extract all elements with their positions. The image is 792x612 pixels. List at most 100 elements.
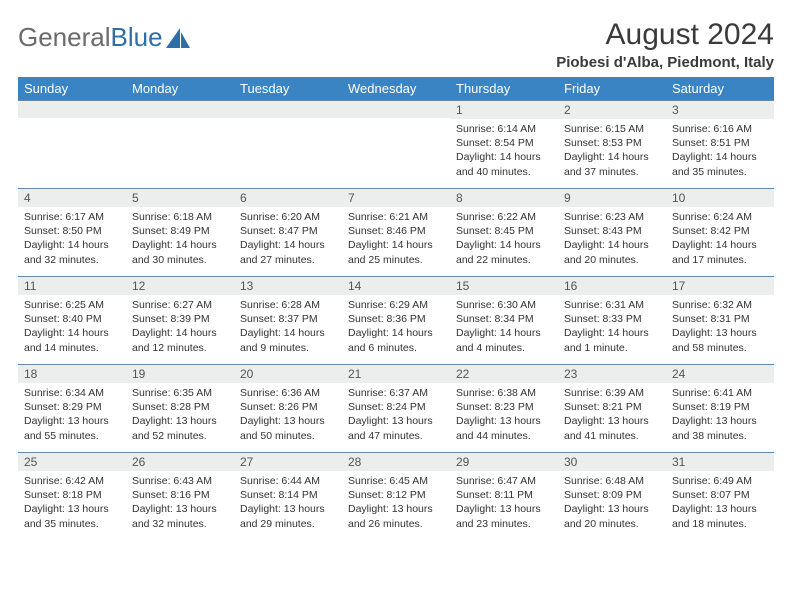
sunset-text: Sunset: 8:11 PM: [456, 488, 552, 502]
day-details: Sunrise: 6:30 AMSunset: 8:34 PMDaylight:…: [450, 295, 558, 359]
sunset-text: Sunset: 8:39 PM: [132, 312, 228, 326]
day-details: Sunrise: 6:20 AMSunset: 8:47 PMDaylight:…: [234, 207, 342, 271]
sunset-text: Sunset: 8:34 PM: [456, 312, 552, 326]
weekday-header: Friday: [558, 77, 666, 101]
day-details: Sunrise: 6:14 AMSunset: 8:54 PMDaylight:…: [450, 119, 558, 183]
calendar-week-row: 4Sunrise: 6:17 AMSunset: 8:50 PMDaylight…: [18, 189, 774, 277]
sunrise-text: Sunrise: 6:28 AM: [240, 298, 336, 312]
sunset-text: Sunset: 8:23 PM: [456, 400, 552, 414]
daylight-text: Daylight: 14 hours and 25 minutes.: [348, 238, 444, 266]
sunrise-text: Sunrise: 6:34 AM: [24, 386, 120, 400]
day-number: 16: [558, 277, 666, 295]
day-number: 5: [126, 189, 234, 207]
day-details: Sunrise: 6:41 AMSunset: 8:19 PMDaylight:…: [666, 383, 774, 447]
day-number: 23: [558, 365, 666, 383]
sunset-text: Sunset: 8:14 PM: [240, 488, 336, 502]
daylight-text: Daylight: 13 hours and 32 minutes.: [132, 502, 228, 530]
sunrise-text: Sunrise: 6:35 AM: [132, 386, 228, 400]
calendar-day-cell: 3Sunrise: 6:16 AMSunset: 8:51 PMDaylight…: [666, 101, 774, 189]
daylight-text: Daylight: 13 hours and 26 minutes.: [348, 502, 444, 530]
day-number: 20: [234, 365, 342, 383]
title-block: August 2024 Piobesi d'Alba, Piedmont, It…: [556, 18, 774, 71]
day-number: [126, 101, 234, 118]
day-details: Sunrise: 6:38 AMSunset: 8:23 PMDaylight:…: [450, 383, 558, 447]
day-number: 22: [450, 365, 558, 383]
daylight-text: Daylight: 14 hours and 20 minutes.: [564, 238, 660, 266]
sunrise-text: Sunrise: 6:31 AM: [564, 298, 660, 312]
logo: GeneralBlue: [18, 18, 190, 53]
sunrise-text: Sunrise: 6:25 AM: [24, 298, 120, 312]
daylight-text: Daylight: 13 hours and 35 minutes.: [24, 502, 120, 530]
daylight-text: Daylight: 14 hours and 4 minutes.: [456, 326, 552, 354]
calendar-day-cell: 11Sunrise: 6:25 AMSunset: 8:40 PMDayligh…: [18, 277, 126, 365]
sunset-text: Sunset: 8:51 PM: [672, 136, 768, 150]
daylight-text: Daylight: 14 hours and 17 minutes.: [672, 238, 768, 266]
day-number: 9: [558, 189, 666, 207]
logo-sail-icon: [166, 28, 190, 48]
sunrise-text: Sunrise: 6:29 AM: [348, 298, 444, 312]
calendar-day-cell: 6Sunrise: 6:20 AMSunset: 8:47 PMDaylight…: [234, 189, 342, 277]
calendar-day-cell: 5Sunrise: 6:18 AMSunset: 8:49 PMDaylight…: [126, 189, 234, 277]
day-number: 11: [18, 277, 126, 295]
day-number: 27: [234, 453, 342, 471]
sunrise-text: Sunrise: 6:47 AM: [456, 474, 552, 488]
calendar-day-cell: 21Sunrise: 6:37 AMSunset: 8:24 PMDayligh…: [342, 365, 450, 453]
day-details: Sunrise: 6:39 AMSunset: 8:21 PMDaylight:…: [558, 383, 666, 447]
sunset-text: Sunset: 8:47 PM: [240, 224, 336, 238]
sunrise-text: Sunrise: 6:24 AM: [672, 210, 768, 224]
daylight-text: Daylight: 13 hours and 50 minutes.: [240, 414, 336, 442]
daylight-text: Daylight: 14 hours and 35 minutes.: [672, 150, 768, 178]
sunrise-text: Sunrise: 6:37 AM: [348, 386, 444, 400]
day-number: 10: [666, 189, 774, 207]
sunset-text: Sunset: 8:45 PM: [456, 224, 552, 238]
sunrise-text: Sunrise: 6:30 AM: [456, 298, 552, 312]
day-number: 24: [666, 365, 774, 383]
sunrise-text: Sunrise: 6:18 AM: [132, 210, 228, 224]
day-details: Sunrise: 6:21 AMSunset: 8:46 PMDaylight:…: [342, 207, 450, 271]
day-details: Sunrise: 6:16 AMSunset: 8:51 PMDaylight:…: [666, 119, 774, 183]
sunset-text: Sunset: 8:54 PM: [456, 136, 552, 150]
daylight-text: Daylight: 14 hours and 6 minutes.: [348, 326, 444, 354]
day-number: 6: [234, 189, 342, 207]
daylight-text: Daylight: 14 hours and 22 minutes.: [456, 238, 552, 266]
calendar-day-cell: 15Sunrise: 6:30 AMSunset: 8:34 PMDayligh…: [450, 277, 558, 365]
calendar-day-cell: 4Sunrise: 6:17 AMSunset: 8:50 PMDaylight…: [18, 189, 126, 277]
sunset-text: Sunset: 8:49 PM: [132, 224, 228, 238]
day-details: Sunrise: 6:34 AMSunset: 8:29 PMDaylight:…: [18, 383, 126, 447]
calendar-day-cell: 7Sunrise: 6:21 AMSunset: 8:46 PMDaylight…: [342, 189, 450, 277]
sunset-text: Sunset: 8:09 PM: [564, 488, 660, 502]
calendar-day-cell: 16Sunrise: 6:31 AMSunset: 8:33 PMDayligh…: [558, 277, 666, 365]
day-details: Sunrise: 6:23 AMSunset: 8:43 PMDaylight:…: [558, 207, 666, 271]
calendar-page: GeneralBlue August 2024 Piobesi d'Alba, …: [0, 0, 792, 541]
day-details: Sunrise: 6:22 AMSunset: 8:45 PMDaylight:…: [450, 207, 558, 271]
day-details: Sunrise: 6:49 AMSunset: 8:07 PMDaylight:…: [666, 471, 774, 535]
weekday-header: Monday: [126, 77, 234, 101]
sunset-text: Sunset: 8:36 PM: [348, 312, 444, 326]
sunrise-text: Sunrise: 6:20 AM: [240, 210, 336, 224]
sunrise-text: Sunrise: 6:43 AM: [132, 474, 228, 488]
day-number: 17: [666, 277, 774, 295]
sunrise-text: Sunrise: 6:17 AM: [24, 210, 120, 224]
day-details: Sunrise: 6:47 AMSunset: 8:11 PMDaylight:…: [450, 471, 558, 535]
calendar-day-cell: [234, 101, 342, 189]
calendar-day-cell: 20Sunrise: 6:36 AMSunset: 8:26 PMDayligh…: [234, 365, 342, 453]
daylight-text: Daylight: 13 hours and 47 minutes.: [348, 414, 444, 442]
daylight-text: Daylight: 13 hours and 18 minutes.: [672, 502, 768, 530]
calendar-week-row: 18Sunrise: 6:34 AMSunset: 8:29 PMDayligh…: [18, 365, 774, 453]
day-details: Sunrise: 6:29 AMSunset: 8:36 PMDaylight:…: [342, 295, 450, 359]
day-details: Sunrise: 6:48 AMSunset: 8:09 PMDaylight:…: [558, 471, 666, 535]
sunset-text: Sunset: 8:46 PM: [348, 224, 444, 238]
day-number: 15: [450, 277, 558, 295]
day-details: Sunrise: 6:32 AMSunset: 8:31 PMDaylight:…: [666, 295, 774, 359]
day-details: Sunrise: 6:44 AMSunset: 8:14 PMDaylight:…: [234, 471, 342, 535]
day-number: [342, 101, 450, 118]
calendar-day-cell: 27Sunrise: 6:44 AMSunset: 8:14 PMDayligh…: [234, 453, 342, 541]
sunset-text: Sunset: 8:18 PM: [24, 488, 120, 502]
day-number: 26: [126, 453, 234, 471]
daylight-text: Daylight: 14 hours and 40 minutes.: [456, 150, 552, 178]
day-number: 12: [126, 277, 234, 295]
calendar-day-cell: 26Sunrise: 6:43 AMSunset: 8:16 PMDayligh…: [126, 453, 234, 541]
location-label: Piobesi d'Alba, Piedmont, Italy: [556, 54, 774, 71]
weekday-header: Wednesday: [342, 77, 450, 101]
calendar-day-cell: 28Sunrise: 6:45 AMSunset: 8:12 PMDayligh…: [342, 453, 450, 541]
